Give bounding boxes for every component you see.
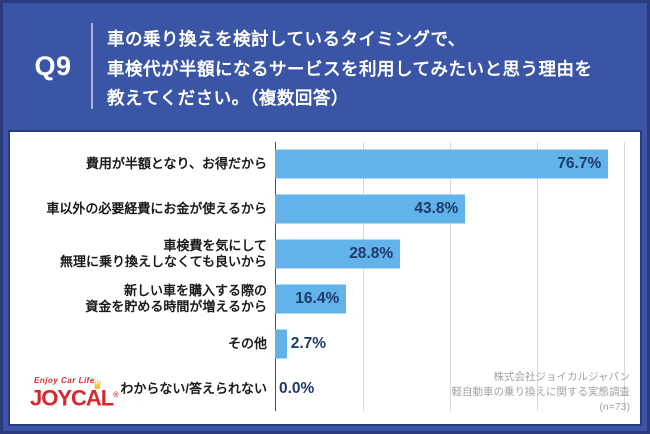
chart-rows: 費用が半額となり、お得だから 76.7% 車以外の必要経費にお金が使えるから 43.8… xyxy=(10,142,640,411)
category-label: 費用が半額となり、お得だから xyxy=(85,156,267,172)
gridline-40 xyxy=(449,142,451,411)
chart-row: 費用が半額となり、お得だから 76.7% xyxy=(10,142,640,187)
bar-track: 2.7% xyxy=(275,321,640,366)
bar xyxy=(275,149,609,179)
chart-row: その他 2.7% xyxy=(10,321,640,366)
crown-icon: ♛ xyxy=(92,378,103,392)
category-label: その他 xyxy=(227,335,267,351)
source-attribution: 株式会社ジョイカルジャパン 軽自動車の乗り換えに関する実態調査 (n=73) xyxy=(452,370,631,415)
value-label: 0.0% xyxy=(279,379,315,397)
chart-row: 新しい車を購入する際の 資金を貯める時間が増えるから 16.4% xyxy=(10,276,640,321)
bar xyxy=(275,239,401,269)
category-label: 新しい車を購入する際の 資金を貯める時間が増えるから xyxy=(85,282,267,314)
gridline-60 xyxy=(536,142,538,411)
chart-row: 車以外の必要経費にお金が使えるから 43.8% xyxy=(10,187,640,232)
bar-track: 0.0% xyxy=(275,366,640,411)
chart-row: 車検費を気にして 無理に乗り換えしなくても良いから 28.8% xyxy=(10,232,640,277)
registered-mark: ® xyxy=(113,392,119,399)
category-label: わからない/答えられない xyxy=(120,380,267,396)
question-header: Q9 車の乗り換えを検討しているタイミングで、 車検代が半額になるサービスを利用… xyxy=(3,3,647,130)
bar-track: 43.8% xyxy=(275,187,640,232)
source-line-2: 軽自動車の乗り換えに関する実態調査 xyxy=(451,386,631,398)
logo-tagline: Enjoy Car Life xyxy=(34,376,95,385)
question-line-1: 車の乗り換えを検討しているタイミングで、 xyxy=(107,29,466,49)
joycal-logo: Enjoy Car Life JOYCAL® ♛ xyxy=(30,376,140,409)
value-label: 16.4% xyxy=(295,289,340,307)
plot-area xyxy=(275,142,641,411)
bar xyxy=(275,194,466,224)
logo-brand-text: JOYCAL® ♛ xyxy=(30,378,140,411)
source-line-1: 株式会社ジョイカルジャパン xyxy=(493,371,631,383)
category-label: 車以外の必要経費にお金が使えるから xyxy=(46,201,267,217)
gridline-80 xyxy=(623,142,625,411)
source-line-3: (n=73) xyxy=(599,401,630,413)
question-line-3: 教えてください。（複数回答） xyxy=(107,88,349,108)
question-text: 車の乗り換えを検討しているタイミングで、 車検代が半額になるサービスを利用してみ… xyxy=(107,25,635,114)
logo-brand-word: JOYCAL xyxy=(30,385,114,411)
value-label: 43.8% xyxy=(414,200,459,218)
value-label: 28.8% xyxy=(349,245,394,263)
bar-chart: 費用が半額となり、お得だから 76.7% 車以外の必要経費にお金が使えるから 43.8… xyxy=(10,142,640,411)
bar xyxy=(275,329,287,359)
value-label: 76.7% xyxy=(557,155,602,173)
question-line-2: 車検代が半額になるサービスを利用してみたいと思う理由を xyxy=(107,58,593,79)
bar-track: 16.4% xyxy=(275,276,640,321)
question-number: Q9 xyxy=(34,51,72,81)
chart-panel: 費用が半額となり、お得だから 76.7% 車以外の必要経費にお金が使えるから 43.8… xyxy=(8,130,642,426)
bar-track: 28.8% xyxy=(275,232,640,277)
category-label: 車検費を気にして 無理に乗り換えしなくても良いから xyxy=(60,238,267,270)
bar xyxy=(275,284,347,314)
bar-track: 76.7% xyxy=(275,142,640,187)
chart-row: わからない/答えられない 0.0% xyxy=(10,366,640,411)
gridline-20 xyxy=(362,142,364,411)
value-label: 2.7% xyxy=(290,334,327,352)
header-divider xyxy=(91,23,93,109)
